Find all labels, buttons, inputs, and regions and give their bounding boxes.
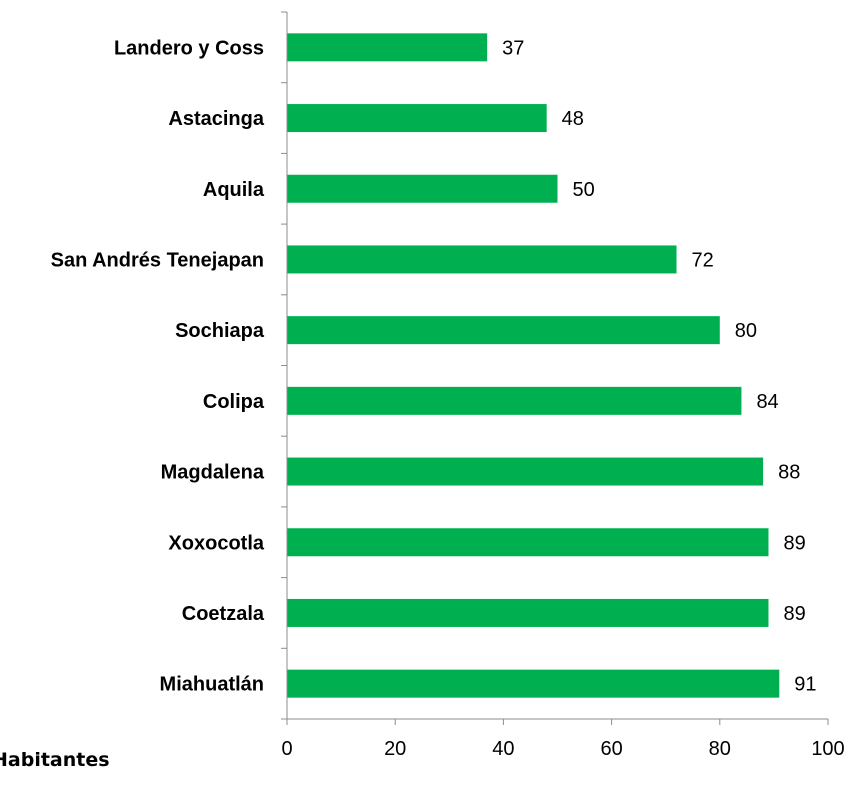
bar-6 xyxy=(287,386,742,415)
bar-2 xyxy=(287,104,547,133)
axes: 0 20 40 60 80 100 xyxy=(281,11,845,760)
x-tick-label: 80 xyxy=(709,738,731,760)
bar-7 xyxy=(287,457,764,486)
category-label: Astacinga xyxy=(168,108,264,130)
bar-3 xyxy=(287,174,558,203)
x-tick-label: 0 xyxy=(281,738,292,760)
x-tick-label: 40 xyxy=(492,738,514,760)
category-label: Landero y Coss xyxy=(114,37,264,59)
value-label: 91 xyxy=(794,674,816,696)
category-label: Xoxocotla xyxy=(168,532,264,554)
bar-9 xyxy=(287,598,769,627)
value-label: 50 xyxy=(573,179,595,201)
category-label: Magdalena xyxy=(161,462,265,484)
bar-4 xyxy=(287,245,677,274)
bars-layer xyxy=(287,33,780,698)
value-label: 84 xyxy=(756,391,778,413)
category-labels: Landero y Coss Astacinga Aquila San Andrés … xyxy=(51,37,265,695)
bar-5 xyxy=(287,316,720,345)
category-label: San Andrés Tenejapan xyxy=(51,249,264,271)
value-labels: 37 48 50 72 80 84 88 89 89 91 xyxy=(502,37,816,695)
value-label: 37 xyxy=(502,37,524,59)
category-label: Coetzala xyxy=(182,603,265,625)
value-label: 89 xyxy=(783,603,805,625)
value-label: 88 xyxy=(778,462,800,484)
category-label: Colipa xyxy=(203,391,265,413)
x-tick-label: 100 xyxy=(811,738,844,760)
category-label: Miahuatlán xyxy=(160,674,264,696)
value-label: 48 xyxy=(562,108,584,130)
x-axis-title: Habitantes xyxy=(0,749,110,771)
x-tick-label: 20 xyxy=(384,738,406,760)
category-label: Sochiapa xyxy=(175,320,265,342)
x-tick-label: 60 xyxy=(600,738,622,760)
value-label: 89 xyxy=(783,532,805,554)
bar-10 xyxy=(287,669,780,698)
value-label: 80 xyxy=(735,320,757,342)
bar-1 xyxy=(287,33,488,62)
category-label: Aquila xyxy=(203,179,265,201)
bar-8 xyxy=(287,528,769,557)
value-label: 72 xyxy=(692,249,714,271)
